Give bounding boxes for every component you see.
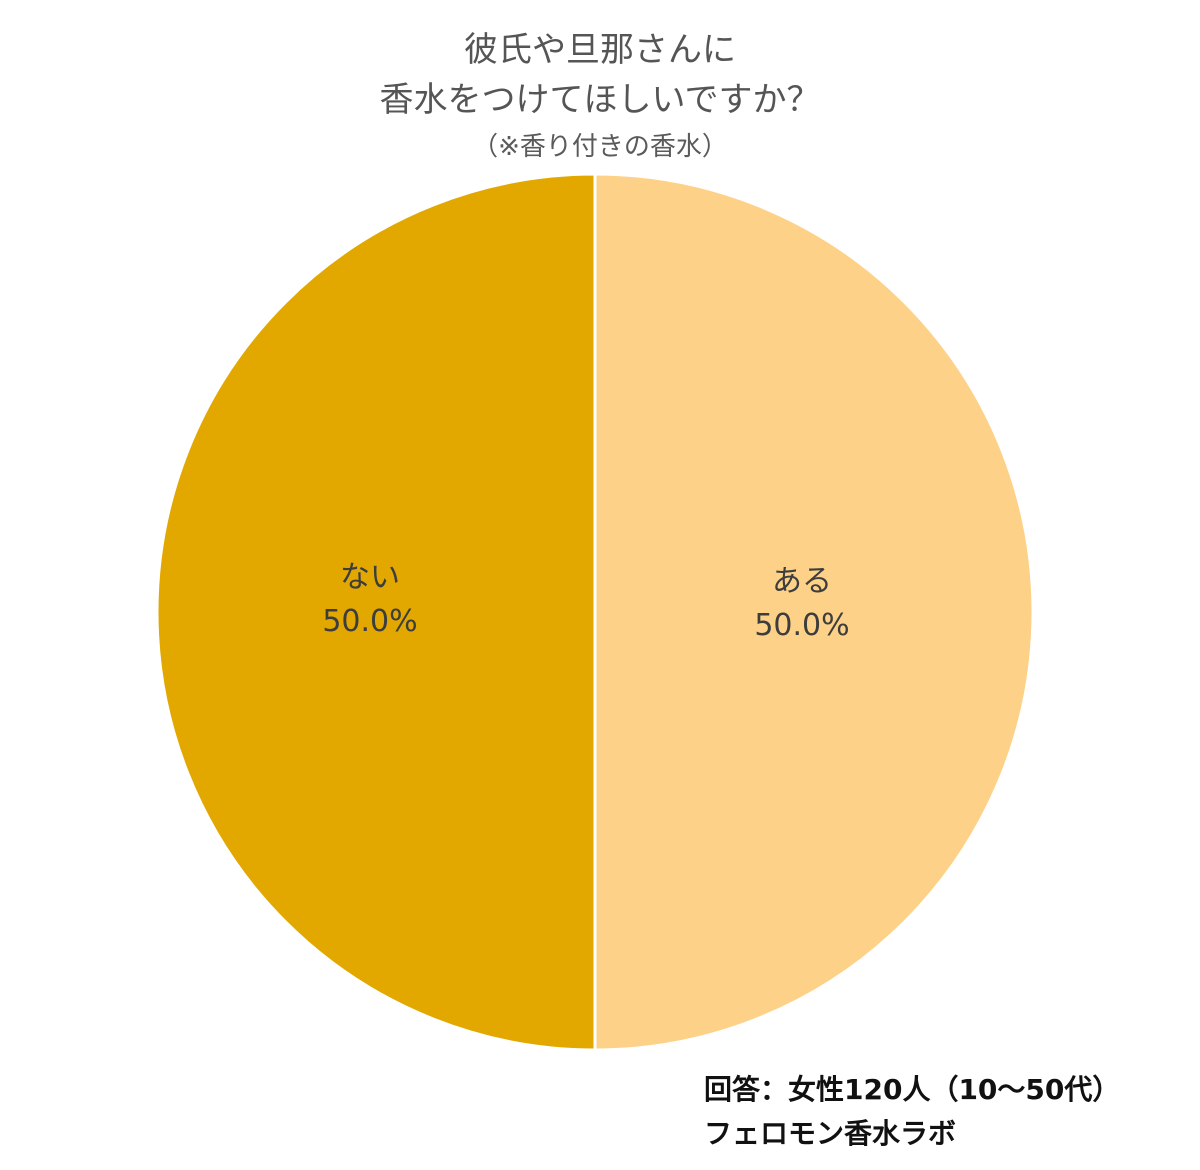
slice-label-nai: ない 50.0% — [250, 556, 490, 644]
respondents-note: 回答：女性120人（10～50代） — [704, 1073, 1121, 1106]
source-note: 回答：女性120人（10～50代） フェロモン香水ラボ — [704, 1068, 1120, 1156]
slice-label-aru: ある 50.0% — [682, 560, 922, 648]
slice-pct-nai: 50.0% — [322, 604, 418, 639]
pie-slice-nai — [155, 172, 597, 1052]
slice-name-nai: ない — [340, 560, 400, 595]
source-credit: フェロモン香水ラボ — [704, 1117, 957, 1150]
slice-pct-aru: 50.0% — [754, 608, 850, 643]
chart-subtitle: （※香り付きの香水） — [472, 132, 728, 162]
slice-name-aru: ある — [772, 564, 832, 599]
chart-title-line2: 香水をつけてほしいですか？ — [379, 80, 821, 120]
chart-title-line1: 彼氏や旦那さんに — [464, 30, 736, 70]
pie-slice-aru — [593, 172, 1035, 1052]
